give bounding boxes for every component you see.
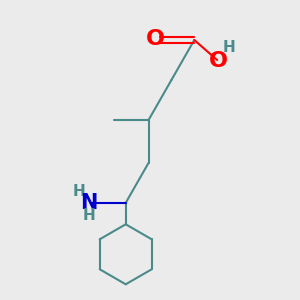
Text: H: H xyxy=(82,208,95,223)
Text: H: H xyxy=(223,40,236,55)
Text: O: O xyxy=(146,28,165,49)
Text: N: N xyxy=(80,193,97,213)
Text: H: H xyxy=(72,184,85,200)
Text: O: O xyxy=(209,51,228,71)
